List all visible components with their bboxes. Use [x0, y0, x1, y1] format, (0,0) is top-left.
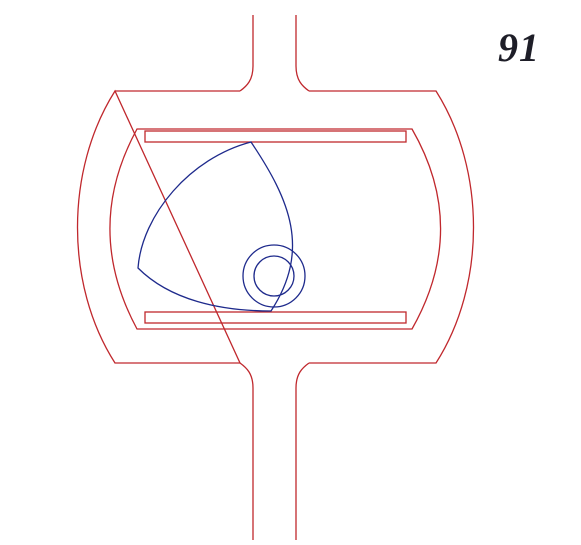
figure-number: 91 — [498, 25, 540, 70]
bottom-guide-bar — [144, 311, 407, 324]
lower-rod-left-edge — [239, 362, 254, 540]
cam-hub-inner-circle — [253, 255, 295, 297]
frame-inner-opening — [109, 128, 442, 330]
upper-rod-right-edge — [295, 15, 310, 92]
frame-outer-outline — [76, 89, 475, 364]
top-guide-bar — [144, 130, 407, 143]
cam-assembly — [137, 141, 306, 312]
reuleaux-cam — [137, 141, 294, 312]
yoke-frame — [76, 15, 475, 540]
cam-hub-outer-circle — [242, 244, 306, 308]
upper-rod-left-edge — [239, 15, 254, 92]
lower-rod-right-edge — [295, 362, 310, 540]
